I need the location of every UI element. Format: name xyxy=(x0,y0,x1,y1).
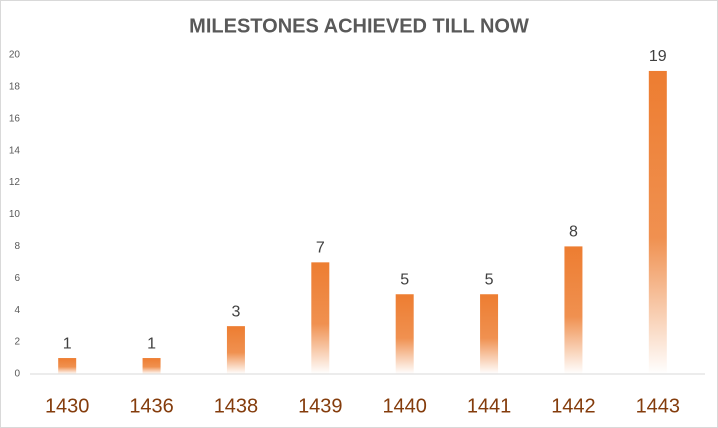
bar xyxy=(564,246,583,374)
y-tick-label: 12 xyxy=(9,177,21,188)
data-label: 1 xyxy=(63,335,72,352)
bar xyxy=(395,294,414,374)
x-tick-label: 1439 xyxy=(298,395,343,417)
y-tick-label: 6 xyxy=(14,273,20,284)
data-label: 19 xyxy=(649,48,667,65)
data-label: 3 xyxy=(231,303,240,320)
x-tick-label: 1443 xyxy=(636,395,681,417)
x-tick-label: 1442 xyxy=(551,395,596,417)
y-tick-label: 8 xyxy=(14,241,20,252)
x-tick-label: 1436 xyxy=(129,395,174,417)
chart-title: MILESTONES ACHIEVED TILL NOW xyxy=(189,15,529,37)
x-tick-label: 1430 xyxy=(45,395,90,417)
y-tick-label: 10 xyxy=(9,209,21,220)
bar xyxy=(648,70,667,374)
bar xyxy=(58,358,77,374)
data-label: 5 xyxy=(400,271,409,288)
bar xyxy=(311,262,330,374)
y-tick-label: 4 xyxy=(14,305,20,316)
y-tick-label: 20 xyxy=(9,50,21,61)
x-tick-label: 1438 xyxy=(214,395,259,417)
x-tick-label: 1441 xyxy=(467,395,512,417)
data-label: 5 xyxy=(485,271,494,288)
bar xyxy=(480,294,499,374)
x-tick-label: 1440 xyxy=(382,395,427,417)
y-tick-label: 14 xyxy=(9,145,21,156)
bar xyxy=(226,326,245,374)
y-tick-label: 18 xyxy=(9,82,21,93)
y-tick-label: 0 xyxy=(14,369,20,380)
y-tick-label: 2 xyxy=(14,337,20,348)
bar xyxy=(142,358,161,374)
data-label: 8 xyxy=(569,224,578,241)
data-label: 1 xyxy=(147,335,156,352)
data-label: 7 xyxy=(316,240,325,257)
y-tick-label: 16 xyxy=(9,113,21,124)
